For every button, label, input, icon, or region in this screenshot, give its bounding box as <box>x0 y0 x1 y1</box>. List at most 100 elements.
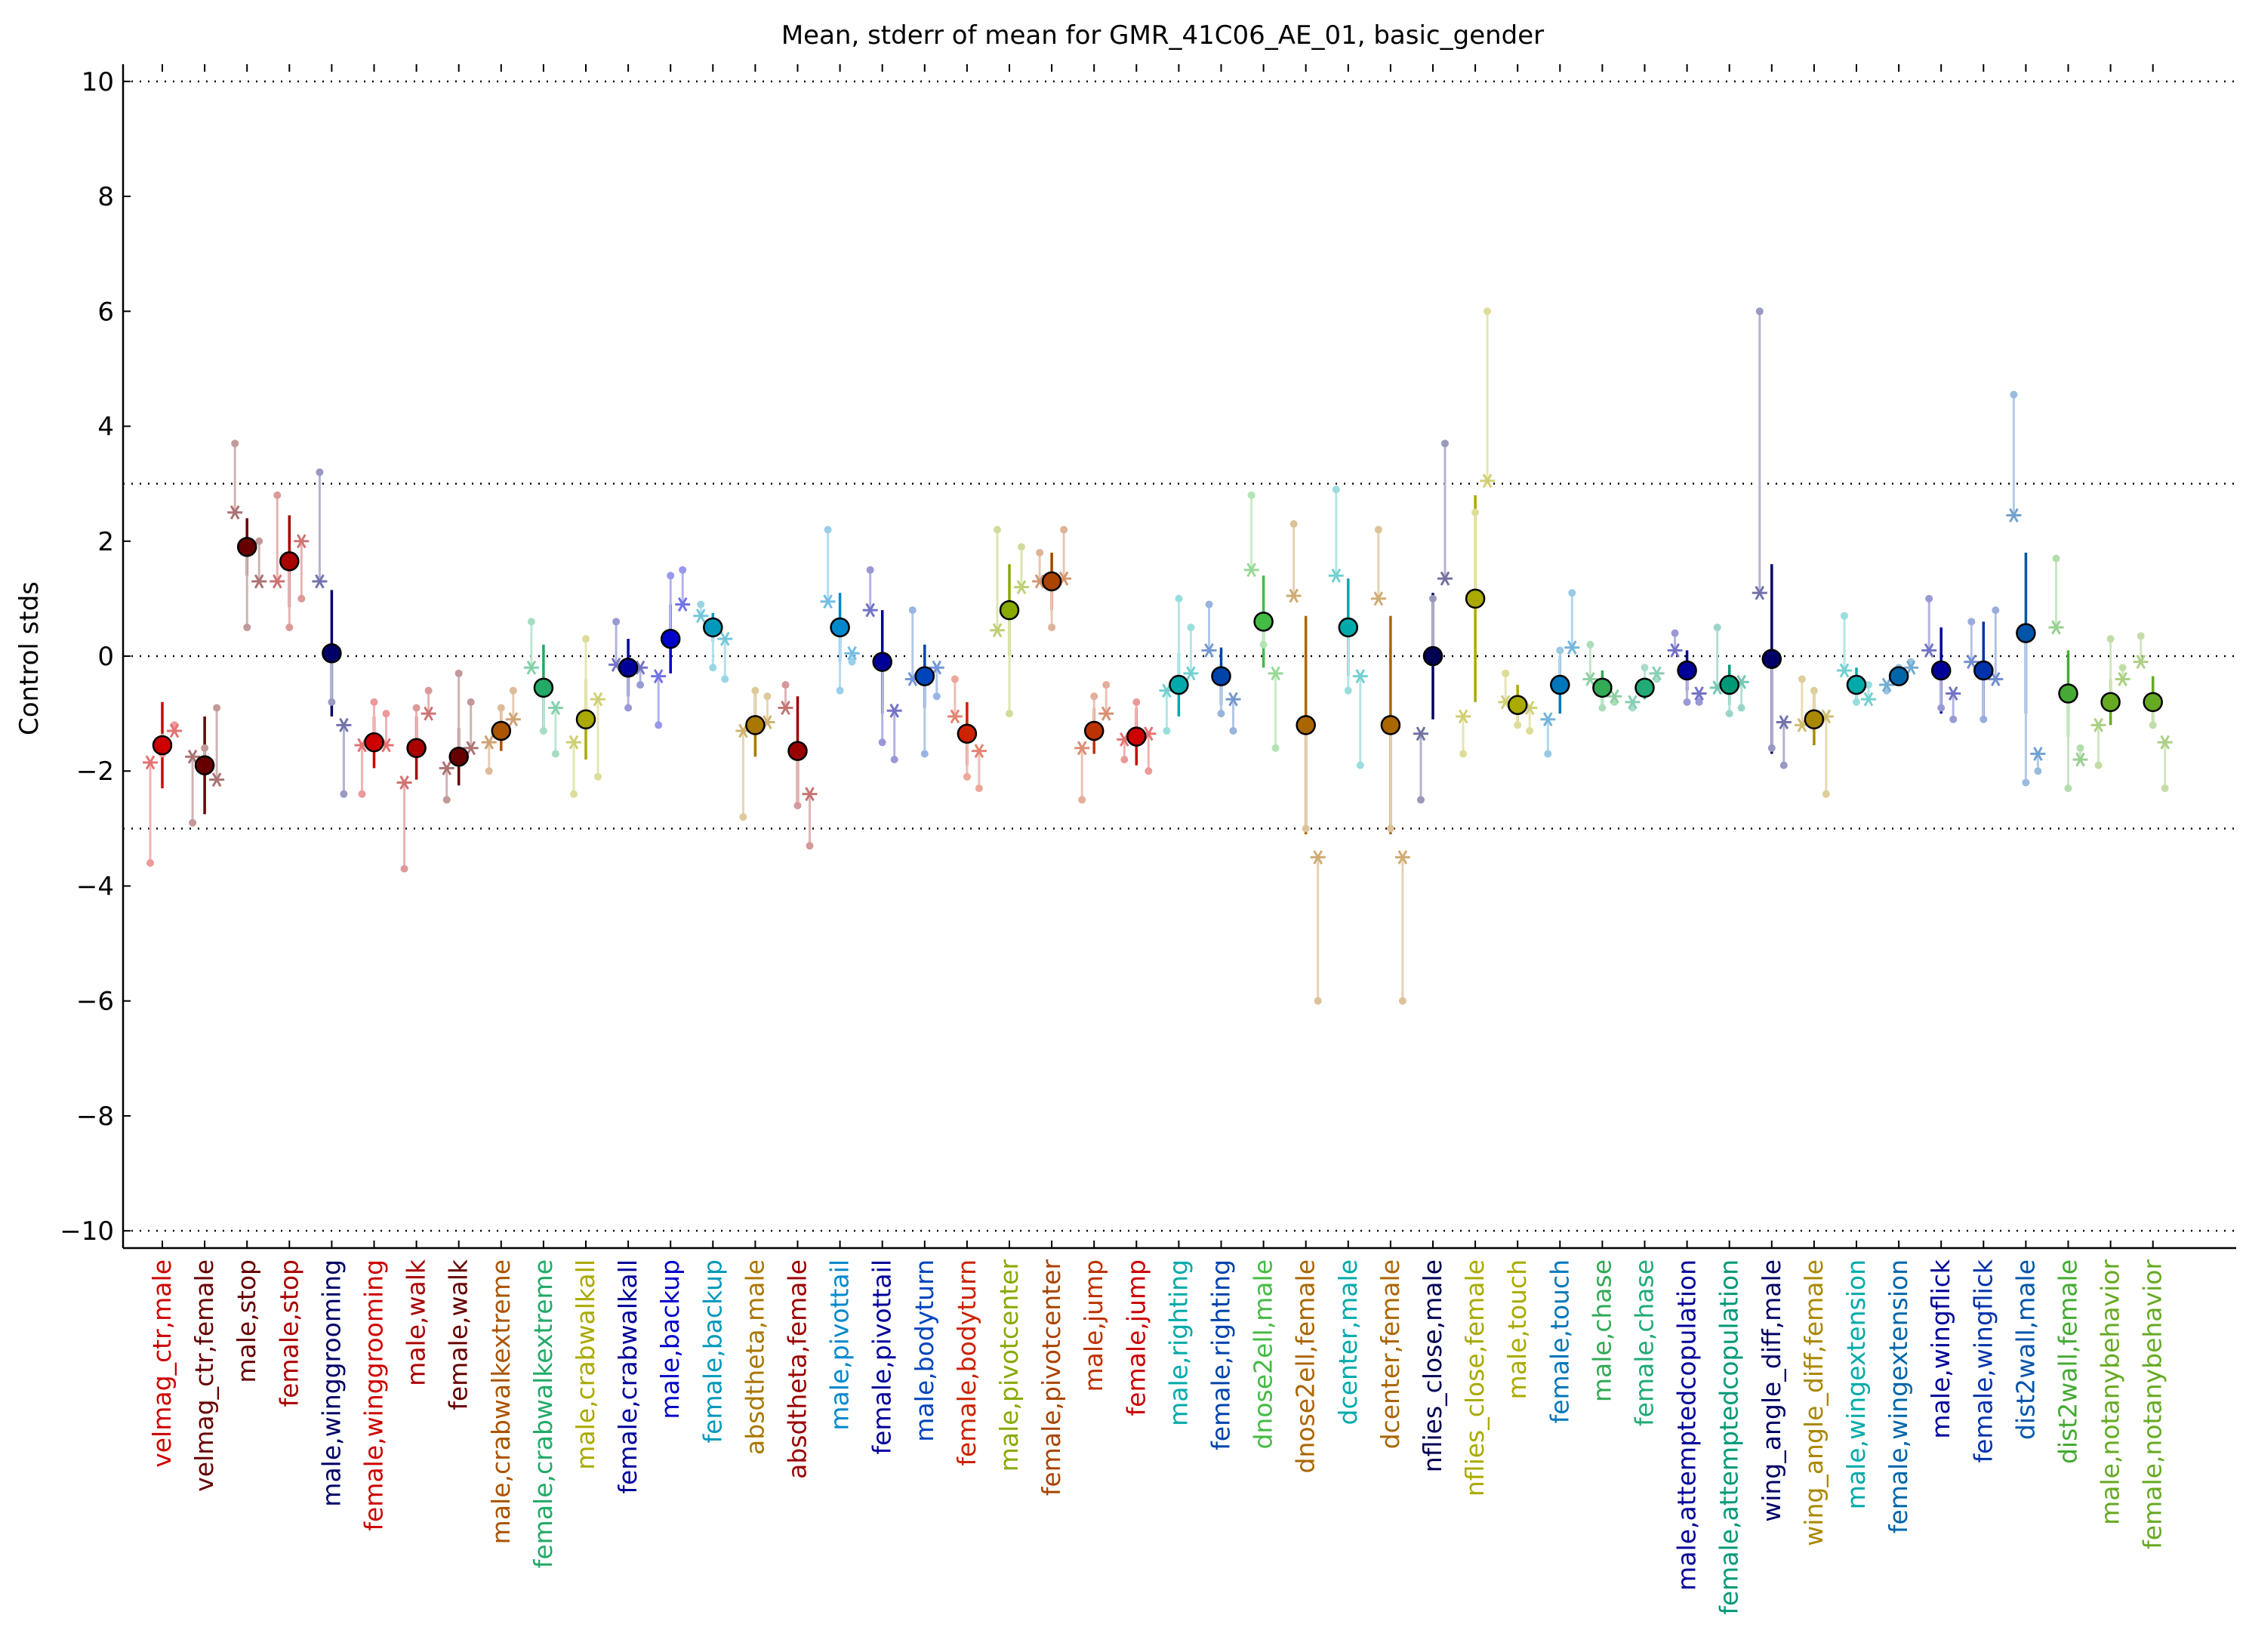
mean-marker <box>1422 646 1443 667</box>
replicate-star-marker <box>1649 666 1665 681</box>
replicate-point <box>1356 761 1364 769</box>
x-tick-label: velmag_ctr,male <box>147 1259 177 1468</box>
replicate-star-marker <box>2133 655 2149 670</box>
mean-marker <box>1380 715 1401 735</box>
replicate-point <box>1695 698 1703 706</box>
replicate-point <box>539 726 547 735</box>
mean-marker <box>448 746 469 767</box>
replicate-point <box>1386 824 1394 833</box>
replicate-point <box>1937 704 1946 712</box>
mean-marker <box>2100 692 2121 713</box>
replicate-point <box>1713 623 1721 631</box>
replicate-star-marker <box>1352 669 1368 684</box>
replicate-star-marker <box>270 574 285 589</box>
replicate-point <box>1502 669 1510 677</box>
replicate-point <box>721 675 729 683</box>
replicate-point <box>920 750 929 758</box>
x-tick-label: female,stop <box>274 1259 303 1407</box>
replicate-star-marker <box>1243 562 1259 578</box>
x-tick-label: male,crabwalkall <box>571 1259 600 1470</box>
replicate-star-marker <box>590 692 605 707</box>
replicate-point <box>2010 390 2018 399</box>
replicate-point <box>340 790 348 798</box>
replicate-point <box>932 692 941 701</box>
replicate-point <box>485 767 493 775</box>
mean-marker <box>322 643 342 664</box>
replicate-point <box>1979 715 1988 723</box>
replicate-point <box>1568 589 1576 597</box>
replicate-point <box>1853 698 1860 706</box>
x-tick-label: male,wingflick <box>1926 1259 1955 1438</box>
replicate-point <box>400 865 408 873</box>
replicate-star-marker <box>1625 695 1641 710</box>
replicate-point <box>975 784 983 793</box>
replicate-point <box>1302 824 1310 833</box>
replicate-star-marker <box>1921 643 1937 658</box>
replicate-point <box>963 772 971 781</box>
replicate-star-marker <box>227 505 243 520</box>
replicate-star-marker <box>294 534 310 549</box>
x-tick-label: male,notanybehavior <box>2096 1259 2125 1525</box>
x-tick-label: male,pivottail <box>825 1259 855 1431</box>
replicate-point <box>424 686 433 695</box>
replicate-star-marker <box>862 603 878 618</box>
mean-marker <box>1719 674 1739 695</box>
replicate-point <box>1417 796 1425 804</box>
replicate-star-marker <box>1183 666 1199 681</box>
replicate-star-marker <box>1201 643 1217 658</box>
mean-marker <box>703 617 723 638</box>
replicate-point <box>2149 721 2157 729</box>
x-tick-label: female,jump <box>1121 1259 1151 1416</box>
mean-marker <box>914 666 935 686</box>
replicate-point <box>509 686 517 695</box>
replicate-point <box>739 813 747 821</box>
mean-marker <box>1846 674 1867 695</box>
mean-marker <box>830 617 850 638</box>
replicate-star-marker <box>844 646 860 661</box>
mean-marker <box>2058 683 2078 704</box>
mean-marker <box>872 652 892 672</box>
x-tick-label: female,pivotcenter <box>1037 1259 1066 1496</box>
mean-marker <box>1761 649 1782 670</box>
replicate-point <box>467 698 475 706</box>
replicate-point <box>994 525 1001 534</box>
replicate-star-marker <box>886 703 902 718</box>
replicate-point <box>1822 790 1830 798</box>
x-tick-label: male,touch <box>1502 1259 1532 1399</box>
x-tick-label: wing_angle_diff,female <box>1799 1259 1829 1546</box>
replicate-point <box>763 692 772 701</box>
x-tick-label: male,pivotcenter <box>994 1259 1024 1472</box>
y-tick-label: −2 <box>76 757 114 787</box>
mean-marker <box>1338 617 1359 638</box>
replicate-point <box>594 772 602 781</box>
x-tick-label: dist2wall,female <box>2053 1259 2083 1464</box>
mean-marker <box>1677 660 1697 681</box>
replicate-star-marker <box>1964 655 1979 670</box>
individual-points <box>146 307 2169 1005</box>
x-tick-label: wing_angle_diff,male <box>1757 1259 1786 1522</box>
replicate-point <box>497 704 505 712</box>
replicate-point <box>1175 594 1183 603</box>
replicate-point <box>612 618 621 626</box>
replicate-point <box>636 681 645 689</box>
replicate-point <box>2022 778 2030 787</box>
replicate-star-marker <box>947 709 963 724</box>
replicate-star-marker <box>802 787 818 802</box>
replicate-point <box>297 594 306 603</box>
x-tick-label: male,stop <box>232 1259 261 1383</box>
replicate-star-marker <box>463 741 479 756</box>
replicate-point <box>1544 750 1552 758</box>
mean-marker <box>1126 726 1147 747</box>
replicate-point <box>1671 629 1679 637</box>
replicate-star-marker <box>693 609 709 624</box>
replicate-star-marker <box>167 723 182 738</box>
mean-marker <box>1973 660 1994 681</box>
replicate-point <box>1810 686 1818 695</box>
replicate-point <box>1332 485 1340 494</box>
replicate-star-marker <box>1540 712 1556 727</box>
replicate-point <box>793 801 802 809</box>
chart-title: Mean, stderr of mean for GMR_41C06_AE_01… <box>781 20 1544 51</box>
replicate-point <box>1314 997 1322 1005</box>
replicate-point <box>1018 543 1025 551</box>
replicate-point <box>667 572 675 580</box>
